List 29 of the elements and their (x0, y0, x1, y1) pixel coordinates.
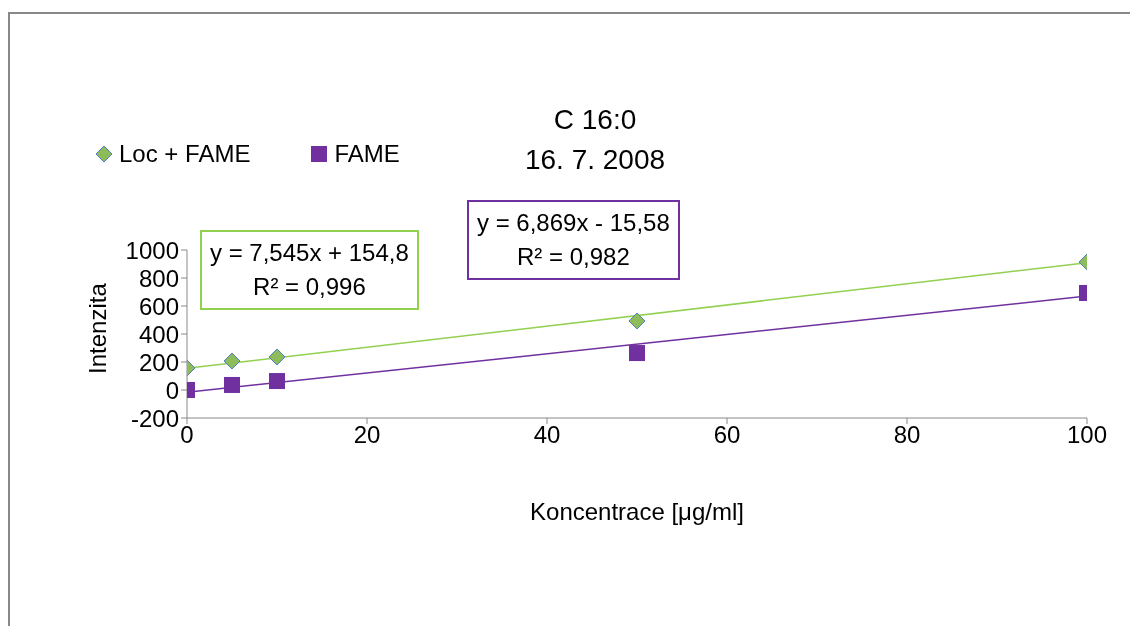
y-tick-label: 600 (138, 292, 179, 320)
chart-title: C 16:0 (552, 103, 638, 137)
point (629, 345, 645, 362)
x-tick-label: 100 (1066, 421, 1108, 449)
y-tick-label: 200 (138, 348, 179, 376)
point (223, 352, 241, 370)
chart-subtitle: 16. 7. 2008 (524, 144, 666, 175)
point (269, 373, 285, 390)
annotation: y = 7,545x + 154,8 (210, 238, 409, 268)
x-tick-label: 60 (713, 421, 741, 449)
equation-box: y = 7,545x + 154,8 R² = 0,996 (200, 230, 419, 310)
x-tick-label: 20 (353, 421, 381, 449)
x-tick-label: 40 (533, 421, 561, 449)
y-tick-label: 0 (165, 376, 179, 404)
point (628, 312, 646, 330)
legend-label: FAME (334, 140, 400, 168)
x-tick-label: 80 (893, 421, 921, 449)
annotation: R² = 0,996 (252, 272, 367, 302)
annotation: R² = 0,982 (516, 242, 631, 272)
y-tick-label: 400 (138, 320, 179, 348)
legend-label: Loc + FAME (119, 140, 251, 168)
x-axis-title: Koncentrace [μg/ml] (530, 498, 744, 526)
y-tick-label: 1000 (125, 236, 179, 264)
point (224, 376, 240, 393)
point (268, 348, 286, 366)
equation-box: y = 6,869x - 15,58 R² = 0,982 (467, 200, 680, 280)
y-tick-label: -200 (130, 404, 179, 432)
y-tick-label: 800 (138, 264, 179, 292)
y-axis-title: Intenzita (83, 282, 111, 374)
